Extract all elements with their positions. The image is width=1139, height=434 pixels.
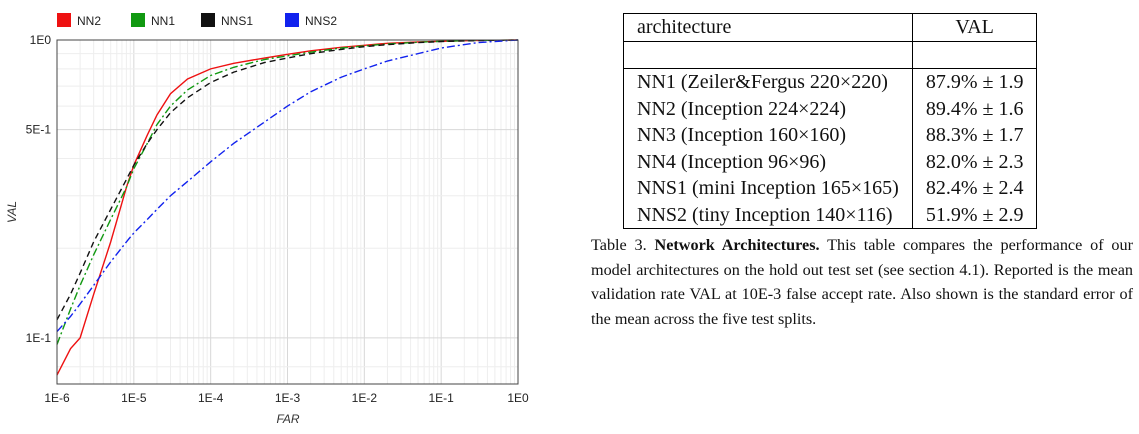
x-tick-label: 1E-5 [121, 391, 147, 405]
val-cell: 82.4% ± 2.4 [911, 175, 1038, 202]
x-tick-label: 1E-1 [428, 391, 454, 405]
x-axis-ticks: 1E-6 1E-5 1E-4 1E-3 1E-2 1E-1 1E0 [44, 391, 529, 405]
header-val: VAL [911, 13, 1038, 42]
x-axis-label: FAR [276, 412, 299, 426]
architecture-table-wrap: architecture VAL NN1 (Zeiler&Fergus 220×… [623, 13, 1038, 229]
table-caption: Table 3. Network Architectures. This tab… [591, 233, 1133, 331]
legend-swatch [57, 13, 71, 27]
series-line-nns2 [56, 39, 519, 333]
y-tick-label: 1E-1 [26, 331, 52, 345]
legend-label: NNS1 [221, 14, 253, 28]
legend-label: NN1 [151, 14, 175, 28]
roc-chart: 1E-6 1E-5 1E-4 1E-3 1E-2 1E-1 1E0 1E-15E-11E0 … [5, 13, 529, 426]
legend-swatch [285, 13, 299, 27]
chart-frame [56, 39, 519, 385]
legend-item-nn2[interactable]: NN2 [57, 13, 101, 28]
chart-grid [56, 39, 519, 384]
header-architecture: architecture [623, 13, 913, 42]
legend-label: NNS2 [305, 14, 337, 28]
legend-swatch [131, 13, 145, 27]
architecture-cell: NN3 (Inception 160×160) [623, 122, 913, 149]
table-header-row: architecture VAL [623, 13, 1038, 42]
table-row: NN1 (Zeiler&Fergus 220×220) 87.9% ± 1.9 [623, 68, 1038, 96]
legend-item-nn1[interactable]: NN1 [131, 13, 175, 28]
caption-title: Network Architectures. [654, 236, 820, 254]
val-cell: 82.0% ± 2.3 [911, 148, 1038, 175]
y-tick-label: 1E0 [30, 33, 52, 47]
x-tick-label: 1E-4 [198, 391, 224, 405]
architecture-cell: NN4 (Inception 96×96) [623, 148, 913, 175]
legend-item-nns1[interactable]: NNS1 [201, 13, 253, 28]
val-cell: 87.9% ± 1.9 [911, 68, 1038, 96]
x-tick-label: 1E0 [507, 391, 529, 405]
val-cell: 89.4% ± 1.6 [911, 95, 1038, 122]
table-row: NN4 (Inception 96×96) 82.0% ± 2.3 [623, 148, 1038, 175]
series-line-nn2 [56, 39, 519, 376]
architecture-table: architecture VAL NN1 (Zeiler&Fergus 220×… [623, 13, 1038, 229]
chart-series-layer [56, 39, 519, 376]
table-row: NN3 (Inception 160×160) 88.3% ± 1.7 [623, 122, 1038, 149]
caption-label: Table 3. [591, 236, 647, 254]
series-line-nn1 [56, 39, 519, 345]
chart-legend: NN2 NN1 NNS1 NNS2 [57, 13, 337, 28]
legend-label: NN2 [77, 14, 101, 28]
val-cell: 51.9% ± 2.9 [911, 201, 1038, 229]
y-axis-label: VAL [5, 201, 19, 223]
x-tick-label: 1E-6 [44, 391, 70, 405]
legend-swatch [201, 13, 215, 27]
table-row: NNS1 (mini Inception 165×165) 82.4% ± 2.… [623, 175, 1038, 202]
architecture-cell: NNS2 (tiny Inception 140×116) [623, 201, 913, 229]
val-cell: 88.3% ± 1.7 [911, 122, 1038, 149]
architecture-cell: NN1 (Zeiler&Fergus 220×220) [623, 68, 913, 96]
x-tick-label: 1E-3 [275, 391, 301, 405]
legend-item-nns2[interactable]: NNS2 [285, 13, 337, 28]
table-row: NN2 (Inception 224×224) 89.4% ± 1.6 [623, 95, 1038, 122]
architecture-cell: NNS1 (mini Inception 165×165) [623, 175, 913, 202]
architecture-cell: NN2 (Inception 224×224) [623, 95, 913, 122]
y-tick-label: 5E-1 [26, 123, 52, 137]
caption-text: This table compares the performance of o… [591, 236, 1134, 328]
table-row: NNS2 (tiny Inception 140×116) 51.9% ± 2.… [623, 201, 1038, 229]
x-tick-label: 1E-2 [352, 391, 378, 405]
plot-frame [56, 39, 519, 385]
series-line-nns1 [56, 39, 519, 321]
y-axis-ticks: 1E-1 5E-1 1E0 [26, 33, 52, 345]
